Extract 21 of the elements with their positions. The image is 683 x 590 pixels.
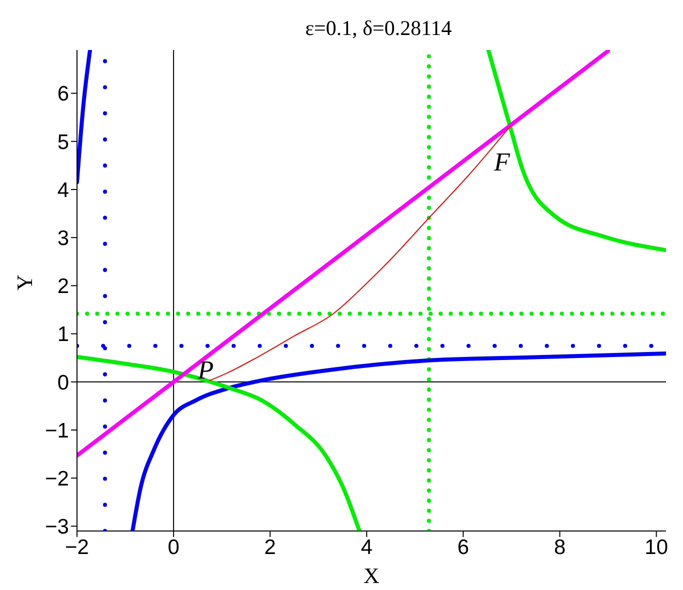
- x-tick-label: 6: [457, 536, 470, 559]
- x-tick-label: 0: [168, 536, 180, 559]
- x-tick-label: 10: [644, 536, 668, 559]
- x-axis-title: X: [364, 563, 380, 588]
- y-tick-label: 2: [57, 275, 69, 298]
- y-axis-title: Y: [12, 274, 37, 290]
- x-tick-label: 8: [554, 536, 566, 559]
- annotation: F: [493, 147, 512, 176]
- annotation: P: [196, 355, 214, 384]
- y-tick-label: 6: [57, 82, 69, 106]
- x-tick-label: 4: [360, 536, 373, 559]
- y-tick-label: 3: [57, 227, 69, 250]
- y-tick-label: −3: [45, 516, 69, 539]
- y-tick-label: 0: [57, 371, 69, 394]
- x-tick-label: 2: [264, 536, 276, 559]
- y-tick-label: 4: [57, 178, 70, 202]
- y-tick-label: −1: [45, 419, 69, 442]
- y-tick-label: 1: [57, 323, 69, 346]
- chart-title: ε=0.1, δ=0.28114: [304, 16, 453, 41]
- y-tick-label: −2: [45, 468, 69, 491]
- y-tick-label: 5: [57, 130, 69, 154]
